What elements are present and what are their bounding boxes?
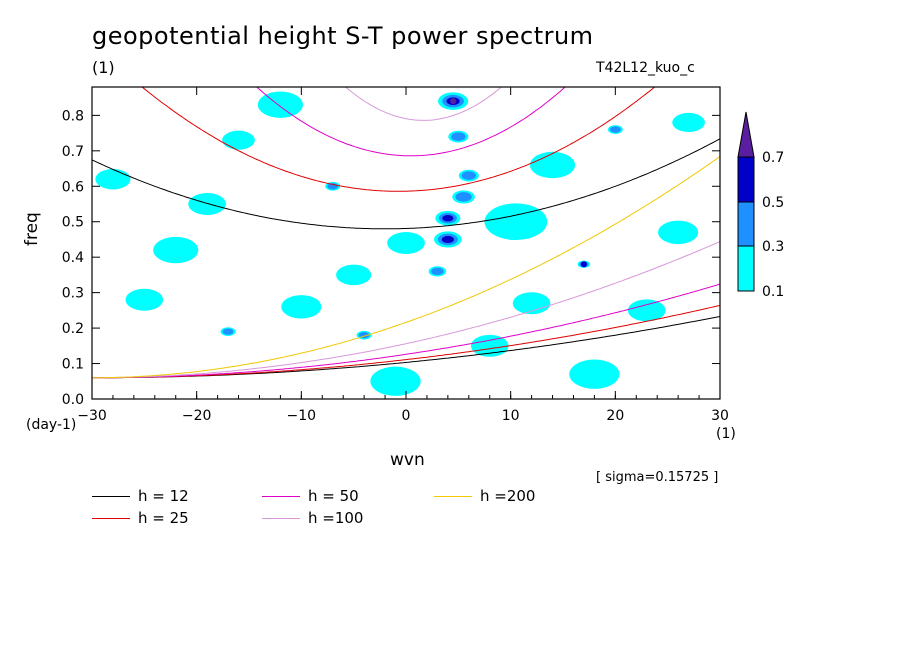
x-tick-label-1: −20 — [182, 408, 212, 424]
heatmap-blob-25-level-0 — [512, 292, 551, 315]
heatmap-blob-16-level-0 — [153, 236, 199, 264]
colorbar-arrow — [737, 111, 755, 158]
heatmap-blob-12-level-0 — [387, 232, 425, 254]
y-tick-label-4: 0.4 — [62, 250, 84, 266]
heatmap-blob-1-level-2 — [442, 214, 454, 222]
legend-label-h12: h = 12 — [138, 487, 189, 505]
heatmap-blob-0-level-3 — [450, 98, 457, 105]
colorbar-label-1: 0.3 — [762, 239, 784, 255]
gravity-curve-50 — [256, 87, 566, 157]
title-unit: (1) — [92, 58, 115, 77]
heatmap-blob-15-level-0 — [188, 193, 226, 215]
heatmap-blob-27-level-0 — [672, 112, 705, 132]
legend-label-h100: h =100 — [308, 509, 364, 527]
heatmap-blob-20-level-0 — [569, 359, 620, 389]
heatmap-blob-21-level-0 — [257, 91, 304, 118]
colorbar-segment-1 — [737, 201, 755, 247]
chart-title: geopotential height S-T power spectrum — [92, 22, 594, 50]
y-tick-label-2: 0.2 — [62, 321, 84, 337]
heatmap-blob-23-level-0 — [95, 168, 131, 190]
colorbar-label-0: 0.1 — [762, 284, 784, 300]
colorbar-segment-0 — [737, 245, 755, 292]
run-label: T42L12_kuo_c — [596, 60, 695, 76]
y-tick-label-0: 0.0 — [62, 392, 84, 408]
x-tick-label-6: 30 — [711, 408, 729, 424]
legend-swatch-h100 — [262, 518, 300, 519]
x-tick-label-3: 0 — [402, 408, 411, 424]
legend-swatch-h25 — [92, 518, 130, 519]
y-tick-label-5: 0.5 — [62, 215, 84, 231]
legend-label-h25: h = 25 — [138, 509, 189, 527]
heatmap-blob-9-level-2 — [580, 261, 587, 268]
x-tick-label-0: −30 — [77, 408, 107, 424]
y-tick-label-7: 0.7 — [62, 144, 84, 160]
heatmap-blob-18-level-0 — [658, 220, 699, 245]
y-tick-label-8: 0.8 — [62, 108, 84, 124]
kelvin-curve-50 — [92, 283, 720, 379]
heatmap-blob-19-level-0 — [370, 366, 421, 396]
heatmap-blob-22-level-0 — [529, 151, 576, 179]
y-tick-label-6: 0.6 — [62, 179, 84, 195]
heatmap-blob-28-level-0 — [336, 264, 372, 286]
colorbar-segment-2 — [737, 156, 755, 203]
kelvin-curve-200 — [92, 156, 720, 379]
heatmap-blob-8-level-1 — [222, 328, 234, 335]
heatmap-blob-17-level-0 — [627, 299, 666, 322]
kelvin-curve-100 — [92, 241, 720, 379]
y-tick-label-3: 0.3 — [62, 286, 84, 302]
legend-label-h200: h =200 — [480, 487, 536, 505]
heatmap-blob-26-level-0 — [222, 130, 255, 150]
heatmap-blob-24-level-0 — [281, 295, 322, 319]
gravity-curve-200 — [92, 0, 720, 85]
heatmap-blob-3-level-1 — [461, 171, 477, 180]
legend-swatch-h12 — [92, 496, 130, 497]
y-tick-label-1: 0.1 — [62, 357, 84, 373]
colorbar-label-3: 0.7 — [762, 150, 784, 166]
x-axis-unit: (1) — [716, 426, 736, 442]
gravity-curve-100 — [344, 87, 503, 121]
heatmap-blob-29-level-0 — [470, 334, 509, 357]
legend-swatch-h200 — [434, 496, 472, 497]
legend-label-h50: h = 50 — [308, 487, 359, 505]
sigma-label: [ sigma=0.15725 ] — [596, 470, 719, 485]
y-axis-unit: (day-1) — [26, 417, 77, 433]
x-tick-label-2: −10 — [287, 408, 317, 424]
x-tick-label-5: 20 — [606, 408, 624, 424]
heatmap-blob-5-level-1 — [451, 132, 466, 141]
colorbar-label-2: 0.5 — [762, 195, 784, 211]
x-axis-label: wvn — [390, 450, 425, 470]
x-tick-label-4: 10 — [502, 408, 520, 424]
heatmap-blob-2-level-2 — [441, 235, 454, 244]
heatmap-blob-11-level-1 — [431, 267, 444, 276]
heatmap-blob-4-level-1 — [455, 192, 472, 202]
gravity-curve-12 — [92, 138, 720, 230]
legend-swatch-h50 — [262, 496, 300, 497]
gravity-curve-25 — [141, 87, 656, 192]
heatmap-blob-6-level-1 — [609, 126, 621, 133]
kelvin-curve-25 — [92, 304, 720, 379]
heatmap-blob-13-level-0 — [484, 203, 548, 241]
heatmap-blob-14-level-0 — [125, 288, 164, 311]
